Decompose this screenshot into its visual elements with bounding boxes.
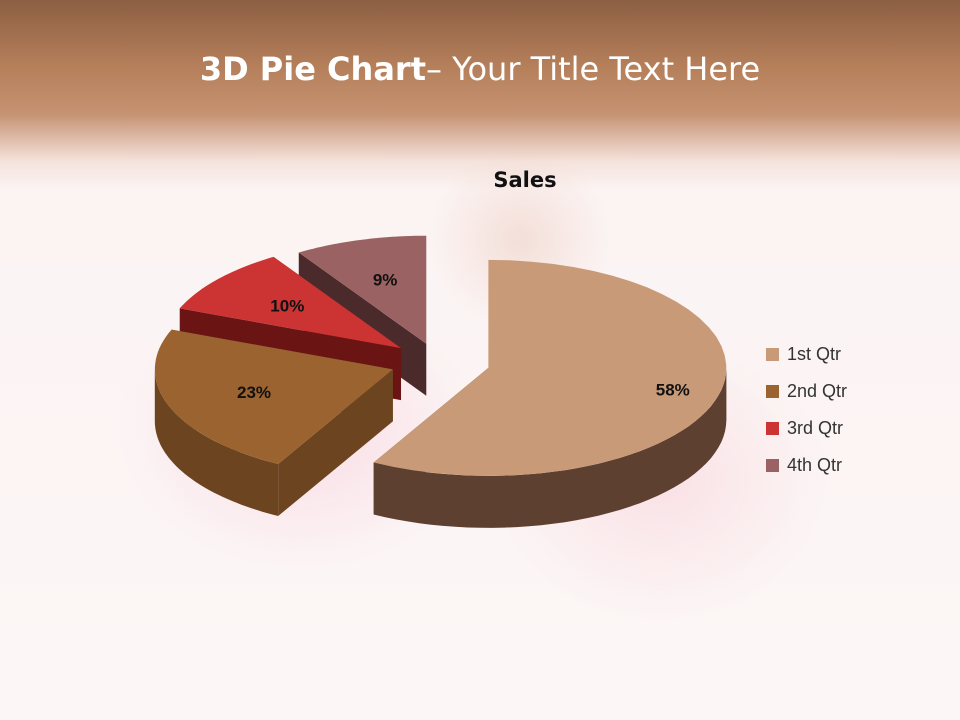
slice-4th-qtr xyxy=(298,235,427,344)
data-label: 10% xyxy=(270,296,304,315)
data-label: 23% xyxy=(237,383,271,402)
legend-swatch xyxy=(766,422,779,435)
chart-title: Sales xyxy=(493,168,557,192)
title-band xyxy=(0,0,960,190)
legend-label: 3rd Qtr xyxy=(787,418,844,438)
slice-2nd-qtr xyxy=(154,329,393,464)
legend-label: 1st Qtr xyxy=(787,344,842,364)
legend-label: 2nd Qtr xyxy=(787,381,848,401)
legend-item: 2nd Qtr xyxy=(766,373,847,410)
data-label: 58% xyxy=(656,380,690,399)
legend-item: 4th Qtr xyxy=(766,447,847,484)
legend-label: 4th Qtr xyxy=(787,455,843,475)
legend-item: 3rd Qtr xyxy=(766,410,847,447)
slice-1st-qtr xyxy=(373,259,727,476)
legend-item: 1st Qtr xyxy=(766,336,847,373)
slide-title: 3D Pie Chart– Your Title Text Here xyxy=(199,50,761,88)
data-label: 9% xyxy=(373,270,398,289)
slice-3rd-qtr xyxy=(179,256,402,349)
legend-swatch xyxy=(766,385,779,398)
legend: 1st Qtr 2nd Qtr 3rd Qtr 4th Qtr xyxy=(766,336,847,484)
legend-swatch xyxy=(766,348,779,361)
legend-swatch xyxy=(766,459,779,472)
slice-1st-qtr-side xyxy=(373,367,727,528)
slice-2nd-qtr-side xyxy=(154,369,279,516)
